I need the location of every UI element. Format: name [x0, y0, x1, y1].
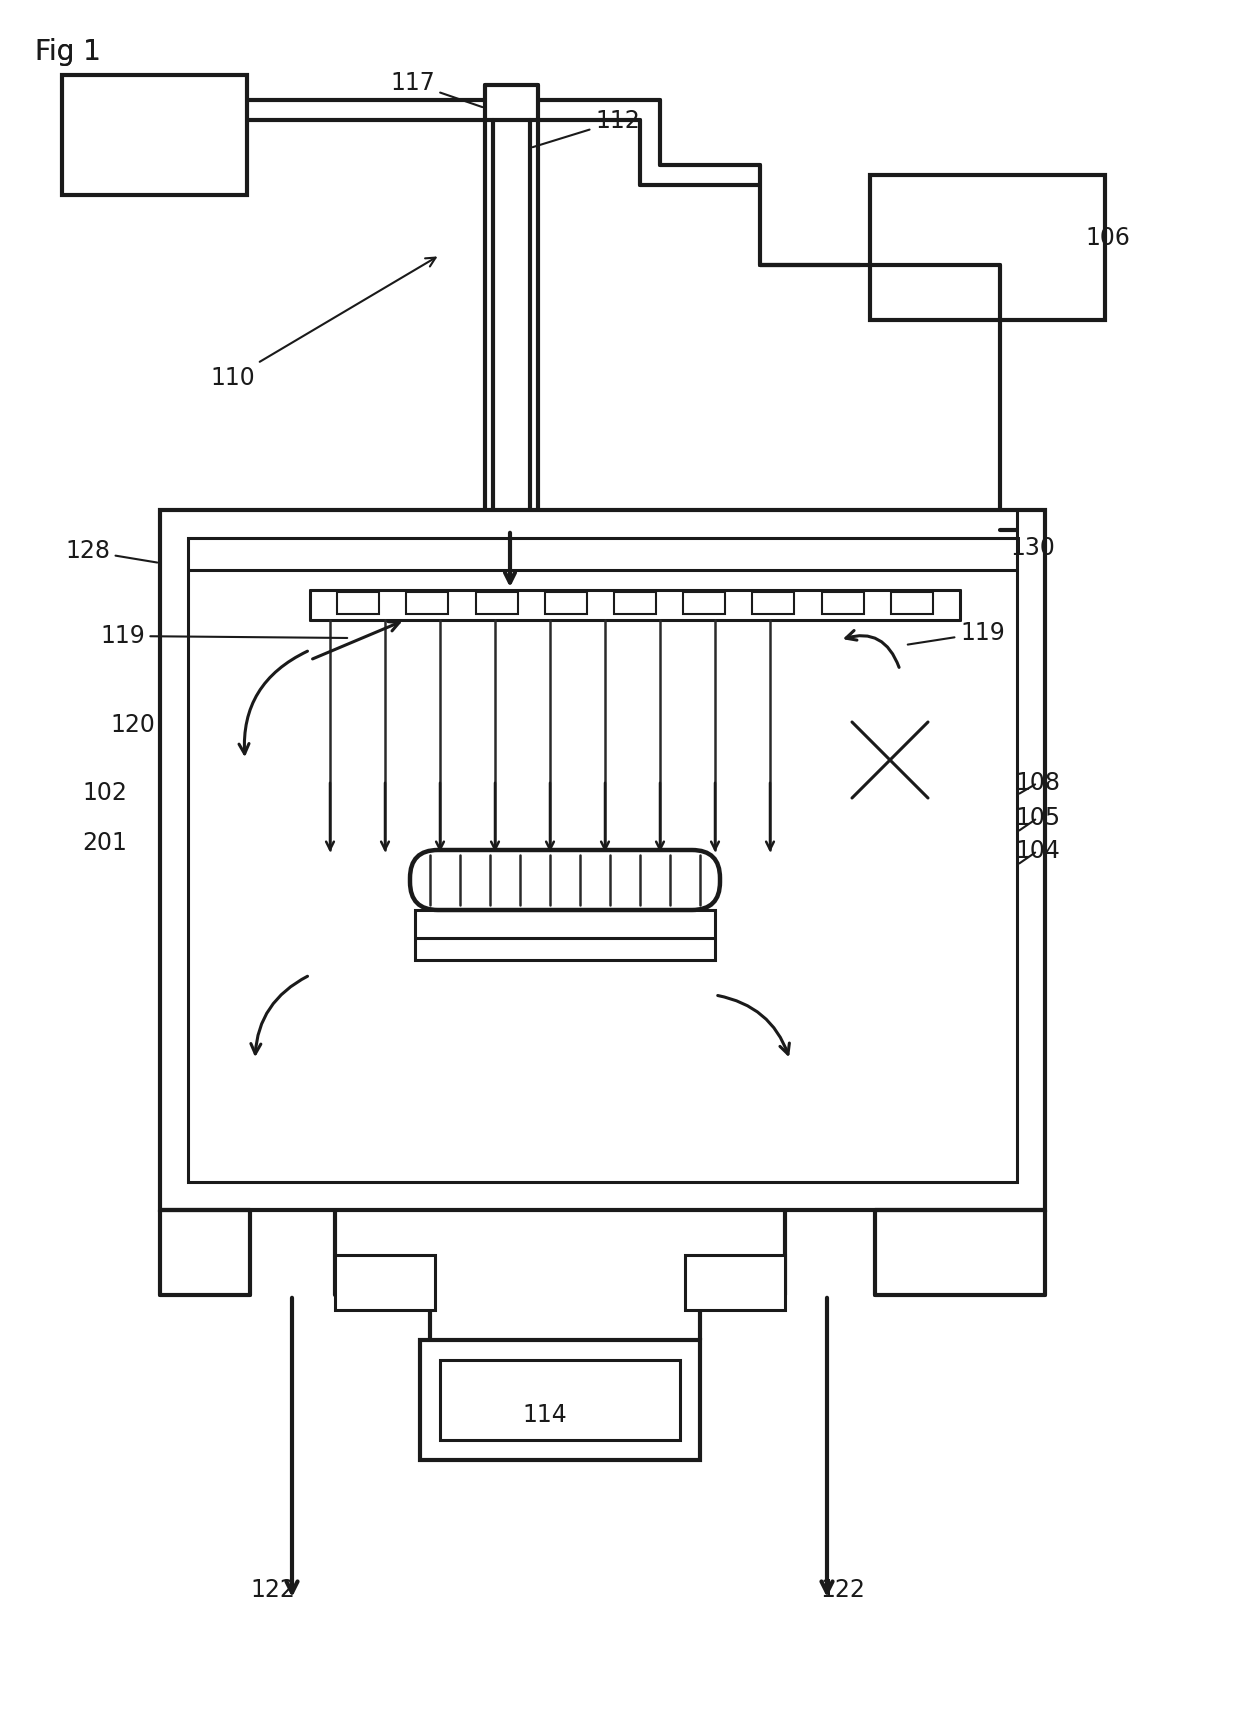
Text: 130: 130 [1011, 535, 1055, 563]
Text: Fig 1: Fig 1 [35, 38, 100, 66]
Text: 128: 128 [64, 539, 157, 563]
Bar [614, 592, 656, 615]
Text: 102: 102 [82, 781, 126, 805]
Text: 120: 120 [110, 713, 155, 737]
Text: Fig 1: Fig 1 [35, 38, 100, 66]
FancyArrowPatch shape [718, 995, 790, 1053]
Bar [62, 74, 247, 195]
Bar [753, 592, 795, 615]
FancyArrowPatch shape [846, 630, 899, 667]
Bar [440, 1359, 680, 1440]
Bar [337, 592, 379, 615]
Text: 110: 110 [210, 257, 435, 390]
Bar [476, 592, 517, 615]
Bar [544, 592, 587, 615]
Text: 119: 119 [908, 622, 1004, 644]
Bar [188, 539, 1017, 1181]
Bar [822, 592, 863, 615]
Text: 112: 112 [533, 109, 640, 147]
Bar [335, 1256, 435, 1311]
Text: 122: 122 [820, 1578, 864, 1603]
Text: 114: 114 [522, 1402, 568, 1427]
FancyArrowPatch shape [239, 651, 308, 753]
Bar [160, 509, 1045, 1211]
Bar [684, 1256, 785, 1311]
Bar [870, 174, 1105, 319]
Text: 106: 106 [1085, 226, 1130, 250]
Text: 105: 105 [1016, 807, 1060, 831]
Text: 122: 122 [250, 1578, 295, 1603]
Text: 117: 117 [391, 71, 482, 107]
Bar [407, 592, 449, 615]
Bar [683, 592, 725, 615]
Bar [415, 910, 715, 960]
FancyArrowPatch shape [250, 976, 308, 1053]
Text: 108: 108 [1016, 770, 1060, 794]
Bar [420, 1340, 701, 1459]
Text: 201: 201 [82, 831, 126, 855]
FancyArrowPatch shape [312, 622, 399, 660]
Bar [890, 592, 932, 615]
FancyBboxPatch shape [410, 850, 720, 910]
Text: 119: 119 [100, 623, 347, 648]
Text: 104: 104 [1016, 839, 1060, 864]
